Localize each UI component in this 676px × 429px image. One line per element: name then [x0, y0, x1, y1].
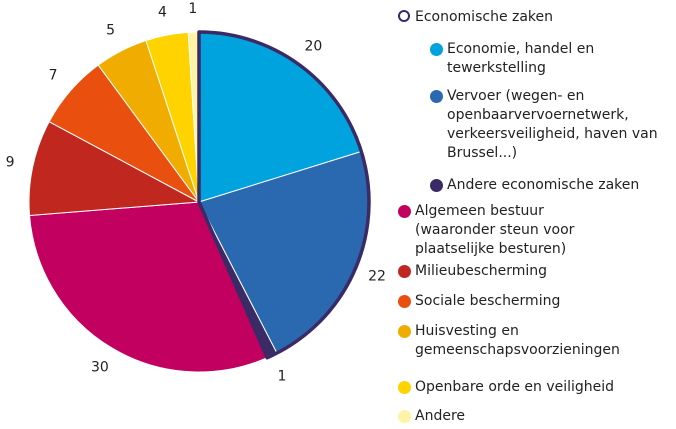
legend-marker: [398, 295, 411, 308]
legend-marker: [398, 381, 411, 394]
value-label: 4: [158, 4, 167, 20]
group-marker: [398, 10, 410, 22]
legend-marker: [430, 179, 443, 192]
value-label: 20: [305, 39, 323, 55]
legend-label: Vervoer (wegen- en openbaarvervoernetwer…: [447, 88, 658, 161]
legend-label: Openbare orde en veiligheid: [415, 379, 615, 395]
legend-marker: [430, 90, 443, 103]
value-label: 22: [368, 269, 386, 285]
legend-marker: [398, 325, 411, 338]
legend-label: Algemeen bestuur (waaronder steun voor p…: [415, 203, 575, 257]
legend-marker: [398, 265, 411, 278]
legend-label: Sociale bescherming: [415, 293, 561, 309]
pie-slice: [28, 121, 201, 217]
value-label: 1: [188, 1, 197, 17]
group-outline: [197, 30, 371, 360]
legend-label: Economie, handel en tewerkstelling: [447, 41, 595, 76]
value-label: 1: [277, 368, 286, 384]
group-title: Economische zaken: [415, 9, 554, 25]
legend-label: Andere: [415, 408, 466, 424]
value-label: 9: [6, 154, 15, 170]
value-label: 30: [91, 360, 109, 376]
legend-label: Huisvesting en gemeenschapsvoorzieningen: [415, 323, 620, 358]
legend-marker: [430, 43, 443, 56]
legend-marker: [398, 410, 411, 423]
legend-label: Andere economische zaken: [447, 177, 640, 193]
legend-label: Milieubescherming: [415, 263, 548, 279]
pie-slice: [28, 201, 268, 373]
legend-marker: [398, 205, 411, 218]
value-label: 7: [49, 68, 58, 84]
value-label: 5: [106, 22, 115, 38]
